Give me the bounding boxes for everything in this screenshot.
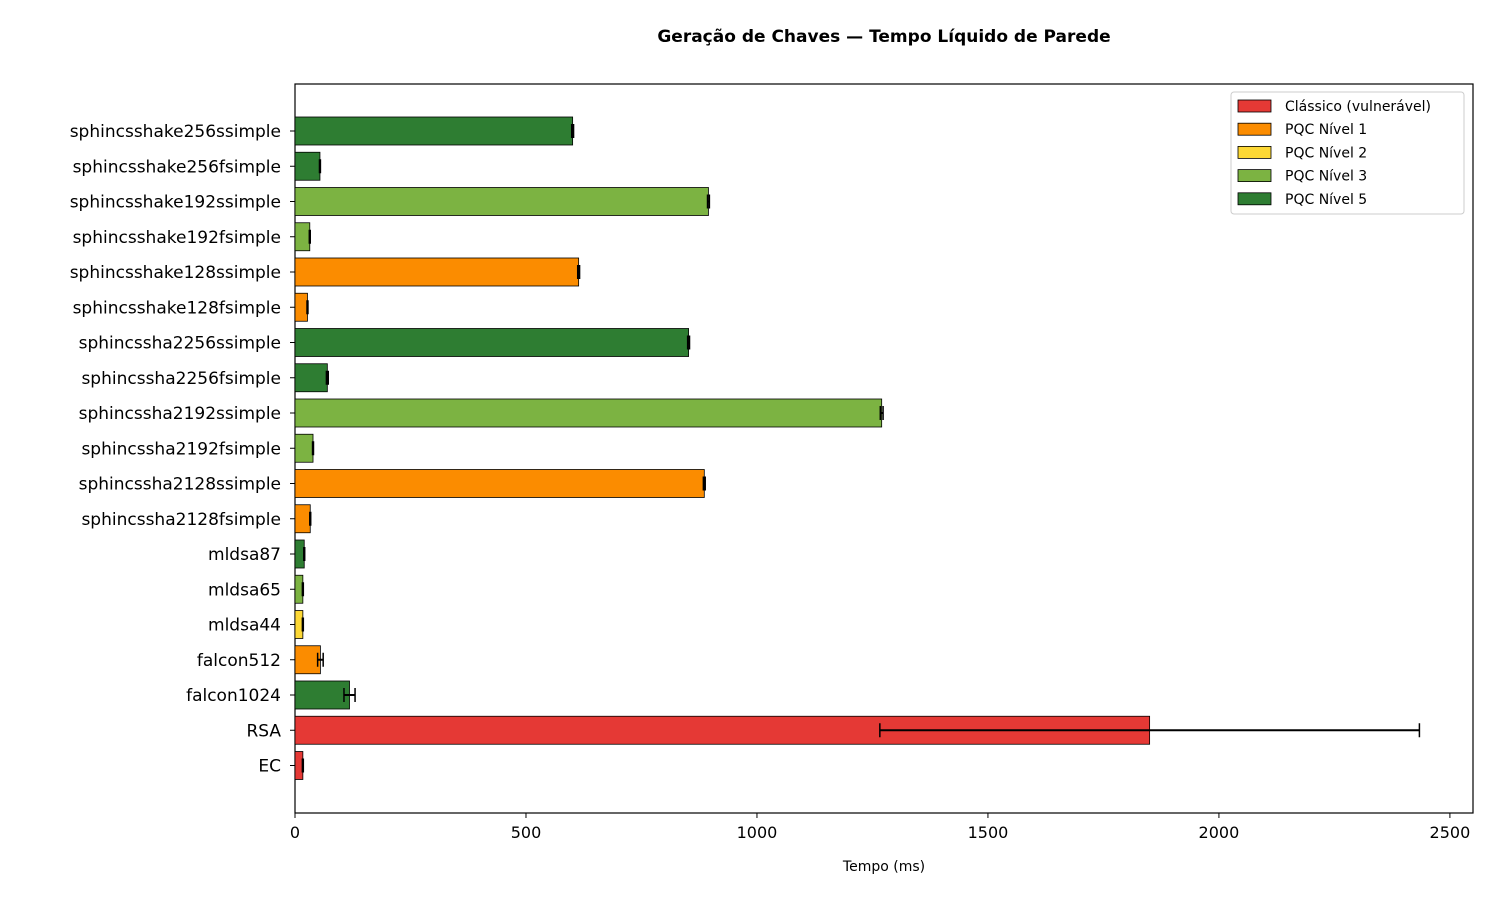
legend-label-0: Clássico (vulnerável) [1285,99,1431,115]
y-tick-label-EC: EC [258,757,281,777]
y-tick-label-sphincsshake256ssimple: sphincsshake256ssimple [70,122,281,142]
bar-mldsa87 [294,539,305,569]
y-tick-label-RSA: RSA [246,721,281,741]
y-tick-label-sphincssha2128ssimple: sphincssha2128ssimple [79,475,281,495]
y-tick-label-mldsa44: mldsa44 [208,616,281,636]
x-axis: 0 500 1000 1500 2000 2500 [290,813,1470,842]
bars-group [294,116,1151,780]
legend-swatch-4 [1237,192,1272,206]
bar-sphincssha2128ssimple [294,469,705,498]
legend-swatch-1 [1237,122,1272,136]
bar-falcon1024 [294,680,350,710]
bar-sphincsshake192ssimple [294,187,709,216]
x-tick-label-1000: 1000 [737,823,778,842]
x-axis-label: Tempo (ms) [842,859,925,875]
bar-falcon512 [294,645,321,675]
legend-swatch-3 [1237,169,1272,183]
bar-sphincsshake256fsimple [294,151,321,181]
x-tick-label-2500: 2500 [1430,823,1471,842]
legend-label-1: PQC Nível 1 [1285,122,1367,138]
x-tick-label-1500: 1500 [968,823,1009,842]
chart-title: Geração de Chaves — Tempo Líquido de Par… [657,27,1110,47]
bar-sphincssha2256ssimple [294,328,689,357]
bar-sphincssha2192ssimple [294,398,883,428]
y-tick-label-mldsa87: mldsa87 [208,545,281,565]
y-tick-label-sphincssha2256fsimple: sphincssha2256fsimple [81,369,281,389]
legend-label-2: PQC Nível 2 [1285,145,1367,161]
x-tick-label-500: 500 [511,823,542,842]
y-tick-label-sphincsshake128ssimple: sphincsshake128ssimple [70,263,281,283]
bar-sphincsshake128fsimple [294,292,308,322]
bar-sphincssha2256fsimple [294,363,328,393]
y-axis: sphincsshake256ssimple sphincsshake256fsi… [70,122,295,777]
legend: Clássico (vulnerável) PQC Nível 1 PQC Níve… [1230,91,1465,215]
y-tick-label-sphincssha2256ssimple: sphincssha2256ssimple [79,334,281,354]
legend-swatch-2 [1237,145,1272,159]
x-tick-label-0: 0 [290,823,300,842]
y-tick-label-falcon512: falcon512 [197,651,281,671]
y-tick-label-sphincssha2128fsimple: sphincssha2128fsimple [81,510,281,530]
legend-swatch-0 [1237,99,1272,113]
bar-sphincsshake192fsimple [294,222,311,252]
y-tick-label-sphincsshake192ssimple: sphincsshake192ssimple [70,193,281,213]
bar-sphincsshake128ssimple [294,257,580,287]
y-tick-label-sphincssha2192ssimple: sphincssha2192ssimple [79,404,281,424]
y-tick-label-sphincsshake256fsimple: sphincsshake256fsimple [73,157,281,177]
y-tick-label-falcon1024: falcon1024 [186,686,281,706]
bar-sphincssha2128fsimple [294,504,311,534]
y-tick-label-sphincsshake128fsimple: sphincsshake128fsimple [73,298,281,318]
legend-label-4: PQC Nível 5 [1285,192,1367,208]
legend-box [1230,91,1465,215]
legend-label-3: PQC Nível 3 [1285,169,1367,185]
y-tick-label-mldsa65: mldsa65 [208,580,281,600]
x-tick-label-2000: 2000 [1199,823,1240,842]
y-tick-label-sphincssha2192fsimple: sphincssha2192fsimple [81,439,281,459]
bar-sphincsshake256ssimple [294,116,574,146]
y-tick-label-sphincsshake192fsimple: sphincsshake192fsimple [73,228,281,248]
errorbars-group [301,124,1421,773]
bar-sphincssha2192fsimple [294,433,314,463]
